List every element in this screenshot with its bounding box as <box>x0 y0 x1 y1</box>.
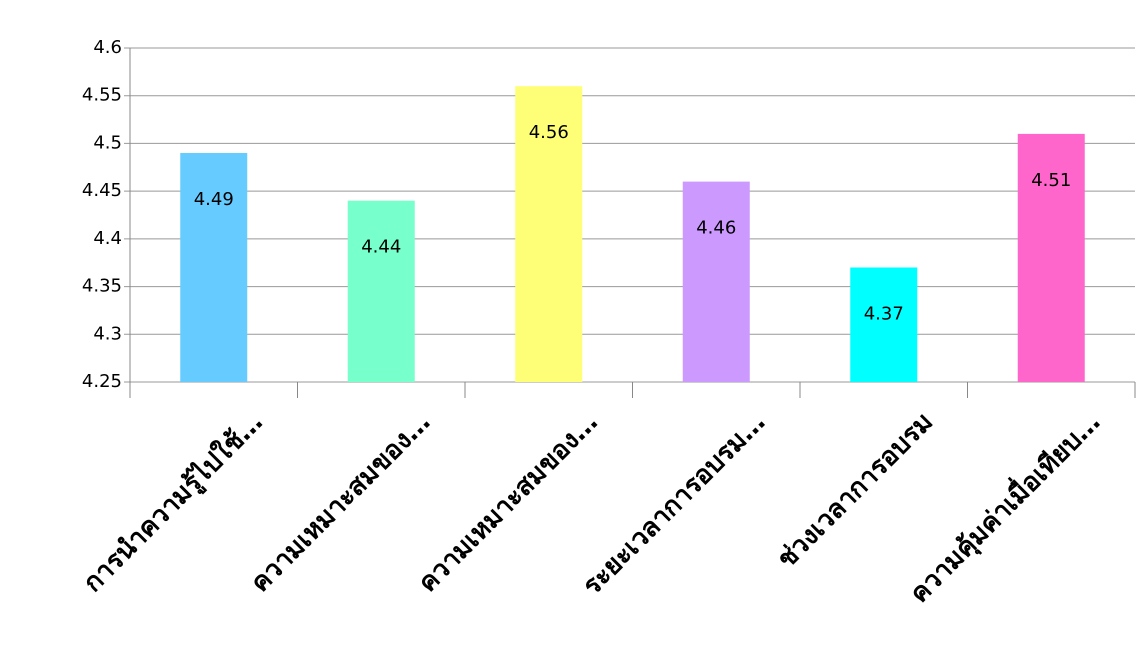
x-tick-label: การนำความรู้ไปใช้… <box>76 406 269 599</box>
data-label: 4.56 <box>529 122 569 143</box>
y-tick-label: 4.4 <box>93 228 122 249</box>
bar <box>1017 133 1085 382</box>
data-label: 4.37 <box>864 303 904 324</box>
data-label: 4.44 <box>361 237 401 258</box>
x-tick-label: ช่วงเวลาการอบรม <box>772 407 939 574</box>
bar <box>180 152 248 382</box>
bar <box>515 86 583 383</box>
y-tick-label: 4.35 <box>82 276 122 297</box>
bar <box>347 200 415 382</box>
y-tick-label: 4.25 <box>82 371 122 392</box>
data-label: 4.49 <box>194 189 234 210</box>
data-label: 4.51 <box>1031 170 1071 191</box>
x-tick-label: ระยะเวลาการอบรม… <box>577 407 771 601</box>
bar <box>682 181 750 382</box>
data-label: 4.46 <box>696 218 736 239</box>
x-tick-label: ความเหมาะสมของ… <box>245 407 436 598</box>
y-tick-label: 4.6 <box>93 37 122 58</box>
y-tick-label: 4.5 <box>93 132 122 153</box>
y-tick-label: 4.45 <box>82 180 122 201</box>
y-tick-label: 4.55 <box>82 85 122 106</box>
x-tick-label: ความเหมาะสมของ… <box>413 407 604 598</box>
y-tick-label: 4.3 <box>93 323 122 344</box>
bar <box>850 267 918 382</box>
